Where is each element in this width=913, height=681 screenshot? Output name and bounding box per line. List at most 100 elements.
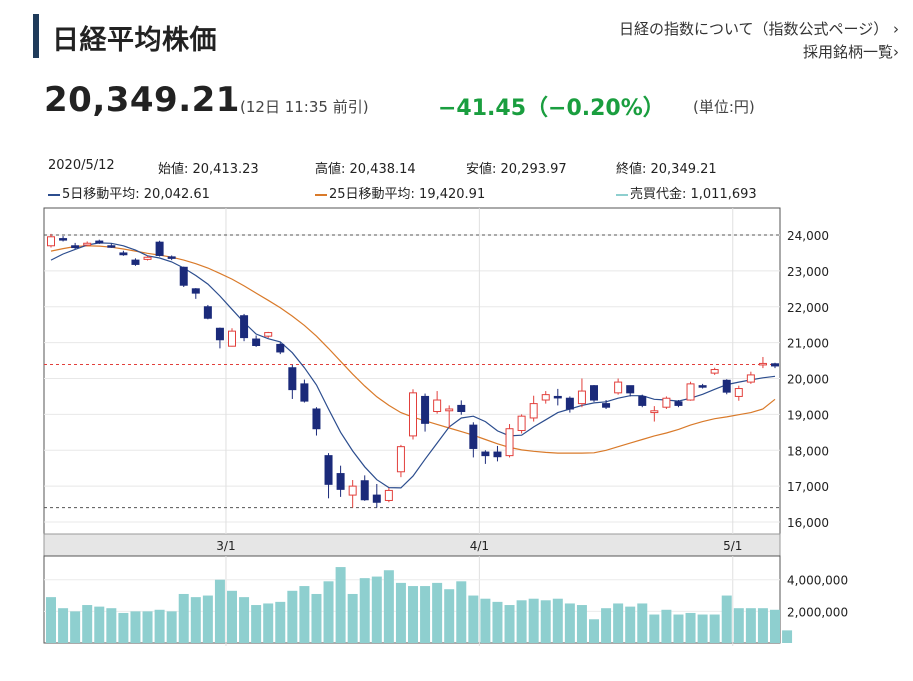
candle-up (505, 428, 514, 457)
candle-up (143, 256, 152, 260)
volume-bar (432, 582, 443, 643)
candle-down (288, 367, 297, 391)
candle-down (276, 343, 285, 353)
candle-down (372, 494, 381, 503)
volume-bar (263, 603, 274, 643)
volume-bar (383, 570, 394, 643)
volume-bar (685, 612, 696, 643)
info-high: 高値: 20,438.14 (315, 162, 416, 177)
price-change: −41.45（−0.20%） (438, 96, 665, 121)
volume-tick-label: 2,000,000 (787, 605, 848, 619)
ma5-legend-text: 5日移動平均: 20,042.61 (62, 187, 210, 202)
candle-down (155, 241, 164, 256)
title-accent-bar (33, 14, 39, 58)
ma25-line (50, 245, 776, 454)
volume-bar (154, 609, 165, 643)
price-plot-frame (43, 207, 781, 535)
date-tick-label: 4/1 (470, 539, 489, 553)
volume-bar (311, 593, 322, 643)
volume-bar (202, 595, 213, 643)
price-tick-label: 21,000 (787, 337, 829, 351)
price-tick-label: 20,000 (787, 373, 829, 387)
candle-up (734, 388, 743, 397)
candle-down (71, 245, 80, 249)
volume-bar (420, 586, 431, 643)
volume-bar (661, 609, 672, 643)
price-unit: (単位:円) (693, 98, 755, 116)
candle-down (771, 363, 779, 367)
candle-up (228, 330, 236, 347)
volume-bar (709, 614, 720, 643)
current-price: 20,349.21 (44, 80, 240, 120)
volume-legend-text: 売買代金: 1,011,693 (630, 187, 757, 202)
ma25-legend-swatch (315, 193, 327, 196)
volume-bar (456, 581, 467, 643)
date-tick-label: 3/1 (216, 539, 235, 553)
candle-down (626, 385, 635, 394)
info-date: 2020/5/12 (48, 158, 115, 173)
volume-bar (589, 619, 599, 643)
volume-bar (251, 605, 262, 643)
volume-bar (166, 611, 177, 643)
candle-down (638, 395, 647, 406)
candle-down (493, 451, 502, 458)
price-tick-label: 22,000 (787, 301, 829, 315)
candle-down (300, 383, 309, 402)
volume-bar (492, 601, 503, 643)
candle-down (553, 395, 562, 399)
candle-down (107, 245, 116, 248)
candle-up (529, 403, 538, 419)
price-tick-label: 23,000 (787, 265, 829, 279)
candle-up (614, 381, 623, 394)
volume-bar (46, 597, 56, 643)
volume-bar (106, 608, 117, 643)
candle-down (203, 306, 212, 319)
candle-up (348, 485, 357, 496)
index-link-label: 日経の指数について（指数公式ページ） (618, 20, 889, 38)
ma5-line (50, 242, 776, 489)
candle-down (215, 327, 224, 341)
volume-bar (733, 608, 744, 643)
candle-up (47, 236, 55, 247)
price-tick-label: 17,000 (787, 480, 829, 494)
candle-down (167, 256, 176, 259)
candle-down (360, 480, 369, 501)
volume-bar (721, 595, 732, 643)
components-list-link[interactable]: 採用銘柄一覧› (803, 41, 899, 62)
volume-bar (637, 603, 648, 643)
candle-down (131, 259, 140, 265)
candle-up (577, 390, 586, 405)
volume-bar (118, 612, 129, 643)
volume-bar (299, 586, 310, 643)
candle-down (312, 408, 321, 430)
volume-bar (625, 606, 636, 643)
candle-down (324, 455, 333, 485)
candle-up (433, 399, 442, 413)
legend-ma5: 5日移動平均: 20,042.61 (48, 183, 210, 202)
volume-bar (601, 608, 612, 643)
candle-down (179, 266, 188, 286)
index-official-page-link[interactable]: 日経の指数について（指数公式ページ） › (619, 18, 899, 39)
price-tick-label: 24,000 (787, 229, 829, 243)
volume-bar (673, 614, 684, 643)
volume-bar (359, 578, 370, 643)
volume-bar (564, 603, 575, 643)
candle-down (698, 385, 707, 388)
info-open: 始値: 20,413.23 (158, 162, 259, 177)
volume-bar (323, 581, 334, 643)
volume-bar (613, 603, 624, 643)
candle-up (83, 242, 92, 246)
candle-down (240, 315, 249, 339)
candle-down (674, 401, 683, 406)
volume-plot-frame (43, 555, 781, 644)
ma5-legend-swatch (48, 193, 60, 196)
volume-legend-swatch (616, 193, 628, 196)
candle-down (421, 395, 430, 424)
candle-up (686, 383, 695, 401)
volume-bar (576, 605, 587, 643)
candle-up (384, 489, 393, 501)
info-low: 安値: 20,293.97 (466, 162, 567, 177)
price-timestamp: (12日 11:35 前引) (240, 98, 369, 116)
candle-down (191, 288, 200, 294)
volume-bar (552, 598, 563, 643)
